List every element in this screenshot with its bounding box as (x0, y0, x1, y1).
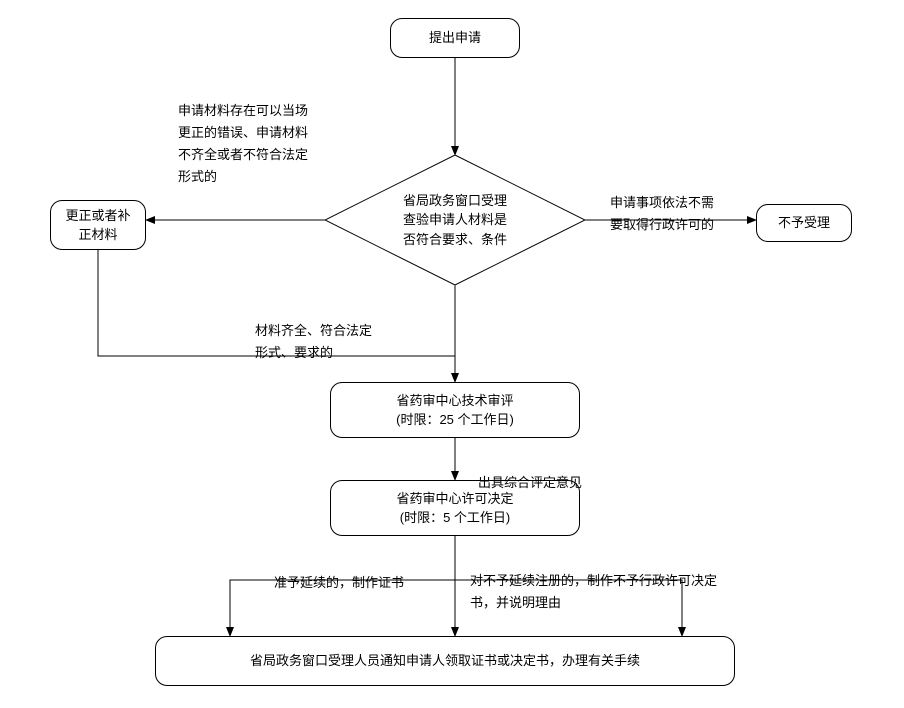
node-correct-text: 更正或者补 正材料 (65, 206, 130, 245)
label-review-out-text: 出具综合评定意见 (478, 475, 582, 490)
edges-svg (0, 0, 904, 708)
label-left-top-text: 申请材料存在可以当场 更正的错误、申请材料 不齐全或者不符合法定 形式的 (178, 103, 308, 184)
label-permit-left: 准予延续的，制作证书 (274, 550, 404, 594)
label-down-mid: 材料齐全、符合法定 形式、要求的 (255, 298, 372, 364)
node-final: 省局政务窗口受理人员通知申请人领取证书或决定书，办理有关手续 (155, 636, 735, 686)
node-review-text: 省药审中心技术审评 (时限：25 个工作日) (396, 391, 514, 430)
label-review-out: 出具综合评定意见 (478, 450, 582, 494)
node-decision: 省局政务窗口受理 查验申请人材料是 否符合要求、条件 (325, 155, 585, 285)
node-decision-text: 省局政务窗口受理 查验申请人材料是 否符合要求、条件 (403, 191, 507, 250)
label-permit-right-text: 对不予延续注册的，制作不予行政许可决定 书，并说明理由 (470, 573, 717, 610)
node-review: 省药审中心技术审评 (时限：25 个工作日) (330, 382, 580, 438)
label-right-top: 申请事项依法不需 要取得行政许可的 (610, 170, 714, 236)
node-final-text: 省局政务窗口受理人员通知申请人领取证书或决定书，办理有关手续 (250, 651, 640, 671)
label-down-mid-text: 材料齐全、符合法定 形式、要求的 (255, 323, 372, 360)
node-start: 提出申请 (390, 18, 520, 58)
label-permit-left-text: 准予延续的，制作证书 (274, 575, 404, 590)
node-start-text: 提出申请 (429, 28, 481, 48)
node-correct: 更正或者补 正材料 (50, 200, 146, 250)
node-reject-text: 不予受理 (778, 213, 830, 233)
node-permit-text: 省药审中心许可决定 (时限：5 个工作日) (396, 489, 513, 528)
label-permit-right: 对不予延续注册的，制作不予行政许可决定 书，并说明理由 (470, 548, 717, 614)
label-right-top-text: 申请事项依法不需 要取得行政许可的 (610, 195, 714, 232)
node-reject: 不予受理 (756, 204, 852, 242)
label-left-top: 申请材料存在可以当场 更正的错误、申请材料 不齐全或者不符合法定 形式的 (178, 78, 308, 188)
